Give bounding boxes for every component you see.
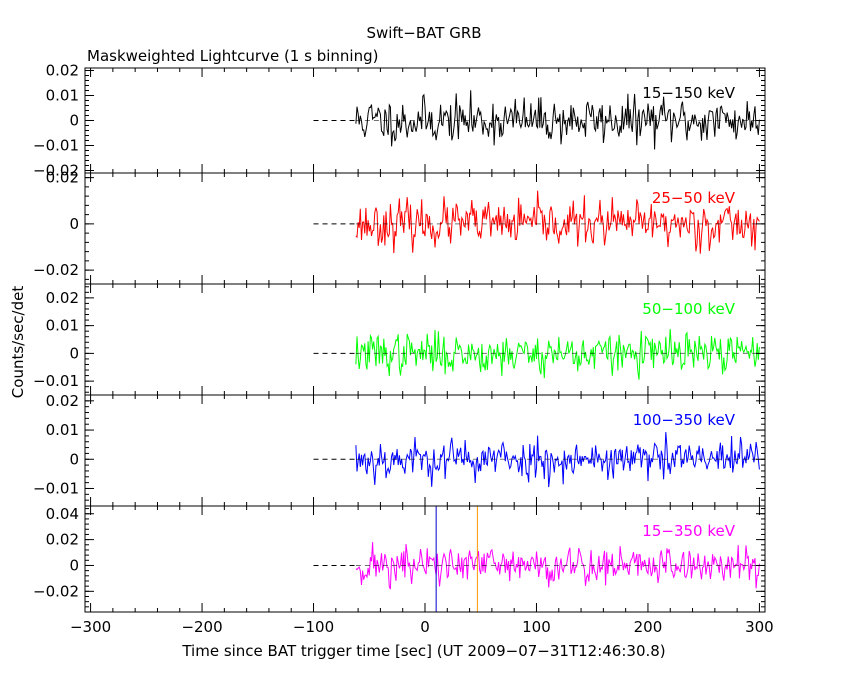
panel-3: −0.01 0 0.01 0.02 50−100 keV xyxy=(33,283,766,396)
x-tick-label: 100 xyxy=(522,618,551,636)
y-tick-label: −0.01 xyxy=(33,137,79,155)
y-tick-label: −0.01 xyxy=(33,479,79,497)
panel-label: 15−150 keV xyxy=(642,84,735,102)
y-tick-label: −0.01 xyxy=(33,372,79,390)
y-axis-label: Counts/sec/det xyxy=(9,286,27,399)
y-tick-label: 0.01 xyxy=(46,421,79,439)
y-tick-label: 0 xyxy=(69,450,79,468)
y-tick-label: 0 xyxy=(69,556,79,574)
x-axis-label: Time since BAT trigger time [sec] (UT 20… xyxy=(181,642,665,660)
x-tick-label: −200 xyxy=(181,618,222,636)
chart-title: Swift−BAT GRB xyxy=(366,24,481,42)
y-tick-label: 0.01 xyxy=(46,317,79,335)
y-tick-label: 0 xyxy=(69,112,79,130)
x-tick-label: 300 xyxy=(745,618,774,636)
x-tick-label: 0 xyxy=(420,618,430,636)
y-tick-label: 0.02 xyxy=(46,531,79,549)
y-tick-label: −0.02 xyxy=(33,582,79,600)
y-tick-label: 0.04 xyxy=(46,505,79,523)
series-line xyxy=(355,328,760,380)
series-line xyxy=(355,432,760,488)
x-tick-labels: −300 −200 −100 0 100 200 300 xyxy=(70,618,774,636)
y-tick-label: 0 xyxy=(69,215,79,233)
y-tick-label: 0.02 xyxy=(46,289,79,307)
x-tick-label: −300 xyxy=(70,618,111,636)
panel-label: 15−350 keV xyxy=(642,522,735,540)
panel-label: 50−100 keV xyxy=(642,300,735,318)
y-tick-label: 0.01 xyxy=(46,87,79,105)
y-tick-label: 0.02 xyxy=(46,169,79,187)
y-tick-label: −0.02 xyxy=(33,162,79,180)
panels-group: −0.02 −0.01 0 0.01 0.02 15−150 keV −0.02 0 0.02 2… xyxy=(33,62,766,613)
panel-5: −0.02 0 0.02 0.04 15−350 keV xyxy=(33,505,766,613)
panel-1: −0.02 −0.01 0 0.01 0.02 15−150 keV xyxy=(33,62,766,180)
x-tick-label: −100 xyxy=(293,618,334,636)
panel-label: 100−350 keV xyxy=(633,411,736,429)
panel-4: −0.01 0 0.01 0.02 100−350 keV xyxy=(33,392,766,507)
panel-label: 25−50 keV xyxy=(652,189,736,207)
y-tick-label: −0.02 xyxy=(33,261,79,279)
x-tick-label: 200 xyxy=(634,618,663,636)
panel-2: −0.02 0 0.02 25−50 keV xyxy=(33,169,766,285)
series-line xyxy=(355,190,760,254)
chart-subtitle: Maskweighted Lightcurve (1 s binning) xyxy=(87,47,378,65)
y-tick-label: 0.02 xyxy=(46,392,79,410)
y-tick-label: 0.02 xyxy=(46,62,79,80)
y-tick-label: 0 xyxy=(69,344,79,362)
series-line xyxy=(355,90,760,150)
series-line xyxy=(355,542,760,590)
